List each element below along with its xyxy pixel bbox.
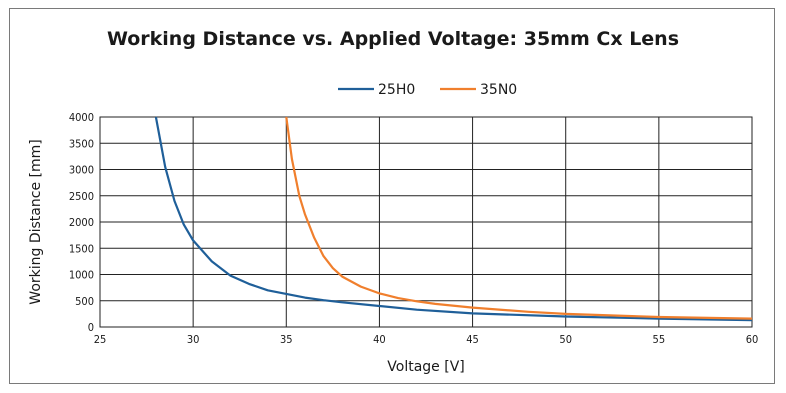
legend-label-25H0: 25H0 [378,82,415,98]
x-tick-labels: 25 30 35 40 45 50 55 60 [94,333,759,346]
x-tick-label: 40 [373,333,386,346]
x-tick-label: 30 [187,333,200,346]
y-tick-label: 1500 [69,242,94,255]
grid-lines [99,116,753,328]
x-tick-label: 35 [280,333,293,346]
y-tick-label: 3000 [69,164,94,177]
x-tick-label: 25 [94,333,107,346]
plot-area-border [99,116,753,328]
y-tick-labels: 0 500 1000 1500 2000 2500 3000 3500 4000 [69,111,94,334]
y-tick-label: 3500 [69,137,94,150]
y-tick-label: 2500 [69,190,94,203]
plot-border [99,116,753,328]
legend: 25H0 35N0 [338,82,517,98]
series-lines [154,116,753,322]
y-tick-label: 0 [88,321,94,334]
legend-label-35N0: 35N0 [480,82,517,98]
y-tick-label: 1000 [69,269,94,282]
series-line-25H0 [154,116,753,322]
x-tick-label: 45 [466,333,479,346]
series-line-35N0 [285,116,753,320]
y-tick-label: 500 [75,295,94,308]
chart-title: Working Distance vs. Applied Voltage: 35… [106,28,680,50]
x-axis-label: Voltage [V] [387,359,464,375]
x-tick-label: 55 [653,333,666,346]
y-axis-label: Working Distance [mm] [28,139,44,304]
y-tick-label: 2000 [69,216,94,229]
y-tick-label: 4000 [69,111,94,124]
x-tick-label: 50 [559,333,572,346]
x-tick-label: 60 [746,333,759,346]
